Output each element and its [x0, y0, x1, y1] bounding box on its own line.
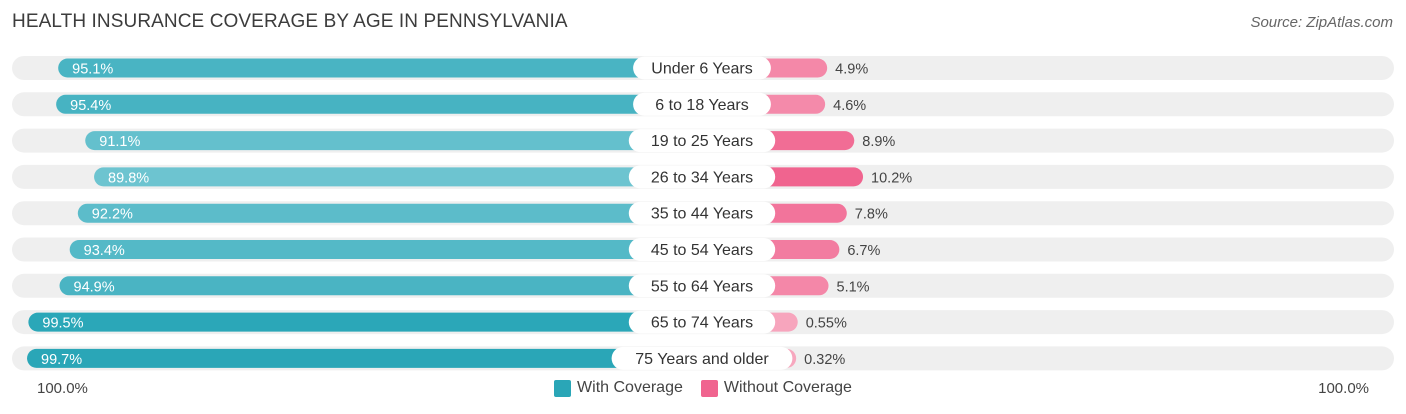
- legend-label-without-coverage: Without Coverage: [723, 379, 852, 396]
- category-label-6-to-18-years: 6 to 18 Years: [655, 97, 748, 114]
- category-label-55-to-64-years: 55 to 64 Years: [651, 278, 753, 295]
- bar-with-coverage-26-to-34-years: [94, 167, 702, 187]
- label-without-coverage-6-to-18-years: 4.6%: [833, 98, 866, 114]
- label-with-coverage-under-6-years: 95.1%: [72, 62, 113, 78]
- category-pill-65-to-74-years: [628, 310, 776, 334]
- legend: With Coverage Without Coverage: [0, 379, 1406, 397]
- bar-with-coverage-75-years-and-older: [27, 348, 702, 368]
- category-pill-35-to-44-years: [628, 201, 776, 225]
- label-without-coverage-35-to-44-years: 7.8%: [855, 207, 888, 223]
- label-without-coverage-75-years-and-older: 0.32%: [804, 352, 845, 368]
- category-pill-19-to-25-years: [628, 129, 776, 153]
- label-with-coverage-26-to-34-years: 89.8%: [108, 170, 149, 186]
- bar-with-coverage-65-to-74-years: [28, 312, 702, 332]
- label-with-coverage-75-years-and-older: 99.7%: [41, 352, 82, 368]
- legend-swatch-without-coverage: [700, 379, 718, 397]
- category-label-75-years-and-older: 75 Years and older: [635, 351, 769, 368]
- bar-with-coverage-under-6-years: [58, 58, 703, 78]
- chart-title: HEALTH INSURANCE COVERAGE BY AGE IN PENN…: [12, 11, 568, 32]
- legend-label-with-coverage: With Coverage: [577, 379, 683, 396]
- category-label-19-to-25-years: 19 to 25 Years: [651, 133, 753, 150]
- category-pill-26-to-34-years: [628, 165, 776, 189]
- label-without-coverage-45-to-54-years: 6.7%: [847, 243, 880, 259]
- bar-with-coverage-55-to-64-years: [59, 276, 703, 296]
- category-pill-75-years-and-older: [611, 346, 793, 370]
- bar-with-coverage-45-to-54-years: [69, 240, 702, 259]
- category-label-65-to-74-years: 65 to 74 Years: [651, 315, 753, 332]
- bar-with-coverage-35-to-44-years: [77, 203, 702, 223]
- axis-left-label: 100.0%: [37, 380, 88, 397]
- source-credit: Source: ZipAtlas.com: [1250, 14, 1393, 31]
- label-without-coverage-under-6-years: 4.9%: [835, 62, 868, 78]
- legend-item-with-coverage[interactable]: With Coverage: [554, 379, 683, 397]
- label-with-coverage-45-to-54-years: 93.4%: [84, 243, 125, 259]
- category-label-35-to-44-years: 35 to 44 Years: [651, 206, 753, 223]
- category-pill-55-to-64-years: [628, 274, 776, 298]
- label-with-coverage-6-to-18-years: 95.4%: [70, 98, 111, 114]
- category-pill-45-to-54-years: [628, 238, 776, 261]
- bar-with-coverage-6-to-18-years: [56, 94, 703, 114]
- category-pill-6-to-18-years: [633, 92, 771, 116]
- label-with-coverage-55-to-64-years: 94.9%: [74, 279, 115, 295]
- category-label-under-6-years: Under 6 Years: [651, 61, 752, 78]
- label-without-coverage-65-to-74-years: 0.55%: [806, 316, 847, 332]
- axis-right-label: 100.0%: [1318, 380, 1369, 397]
- category-label-45-to-54-years: 45 to 54 Years: [651, 242, 753, 259]
- label-without-coverage-55-to-64-years: 5.1%: [837, 279, 870, 295]
- legend-item-without-coverage[interactable]: Without Coverage: [700, 379, 852, 397]
- label-with-coverage-35-to-44-years: 92.2%: [92, 207, 133, 223]
- label-without-coverage-26-to-34-years: 10.2%: [871, 170, 912, 186]
- legend-swatch-with-coverage: [554, 379, 572, 397]
- bar-with-coverage-19-to-25-years: [85, 131, 703, 151]
- label-with-coverage-19-to-25-years: 91.1%: [99, 134, 140, 150]
- label-without-coverage-19-to-25-years: 8.9%: [862, 134, 895, 150]
- category-pill-under-6-years: [633, 56, 771, 80]
- category-label-26-to-34-years: 26 to 34 Years: [651, 169, 753, 186]
- label-with-coverage-65-to-74-years: 99.5%: [42, 316, 83, 332]
